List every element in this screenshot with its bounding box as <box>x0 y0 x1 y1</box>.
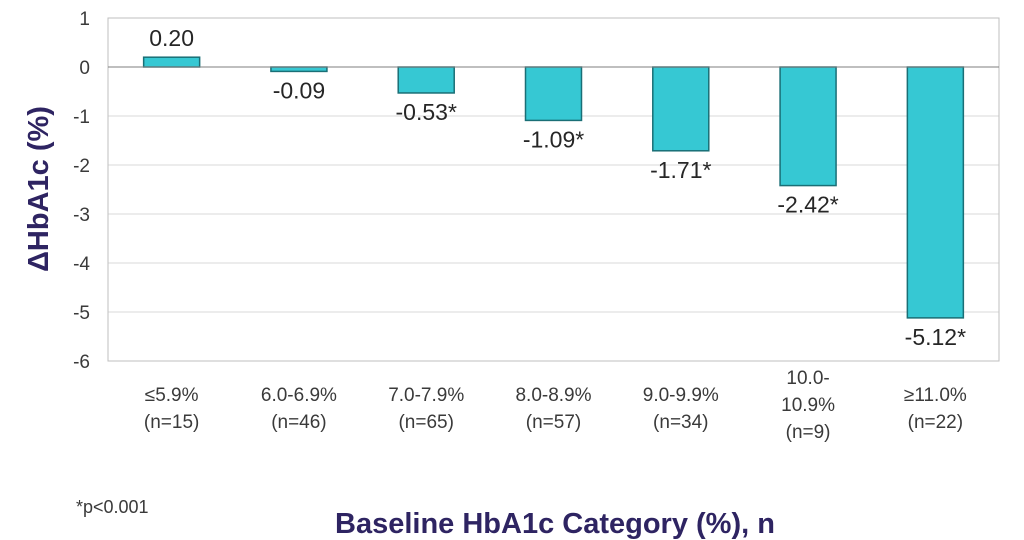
category-label: (n=9) <box>786 422 831 443</box>
category-label: 10.0- <box>786 368 829 389</box>
category-label: (n=34) <box>653 412 708 433</box>
y-tick-label: -6 <box>73 352 90 373</box>
footnote: *p<0.001 <box>76 497 149 517</box>
category-label: (n=65) <box>398 412 453 433</box>
y-axis-ticks: 1 0 -1 -2 -3 -4 -5 -6 <box>73 9 90 373</box>
bar <box>142 56 201 68</box>
y-tick-label: 0 <box>79 58 90 79</box>
y-axis-title: ΔHbA1c (%) <box>23 106 55 272</box>
bar <box>906 66 965 319</box>
bar <box>397 66 455 94</box>
category-label: 10.9% <box>781 395 835 416</box>
y-tick-label: -5 <box>73 303 90 324</box>
bar <box>779 66 837 187</box>
data-label: 0.20 <box>149 25 194 51</box>
data-label: -0.09 <box>273 77 325 103</box>
bars <box>108 56 999 319</box>
category-label: 7.0-7.9% <box>388 385 464 406</box>
category-label: 6.0-6.9% <box>261 385 337 406</box>
data-label: -2.42* <box>777 192 838 218</box>
x-axis-categories: ≤5.9% (n=15) 6.0-6.9% (n=46) 7.0-7.9% (n=65) 8… <box>144 368 967 443</box>
data-label: -1.09* <box>523 126 584 152</box>
data-label: -5.12* <box>905 324 966 350</box>
y-tick-label: -4 <box>73 254 90 275</box>
x-axis-title: Baseline HbA1c Category (%), n <box>335 508 775 540</box>
plot-area-border <box>107 17 1000 362</box>
data-label: -1.71* <box>650 157 711 183</box>
bar <box>524 66 583 122</box>
y-tick-label: -1 <box>73 107 90 128</box>
data-label: -0.53* <box>396 99 457 125</box>
category-label: (n=22) <box>908 412 963 433</box>
y-tick-label: 1 <box>79 9 90 30</box>
category-label: ≤5.9% <box>145 385 199 406</box>
category-label: (n=57) <box>526 412 581 433</box>
bar <box>270 66 328 73</box>
category-label: (n=46) <box>271 412 326 433</box>
y-tick-label: -2 <box>73 156 90 177</box>
category-label: ≥11.0% <box>904 385 967 406</box>
category-label: 8.0-8.9% <box>515 385 591 406</box>
bar <box>652 66 710 152</box>
category-label: 9.0-9.9% <box>643 385 719 406</box>
y-tick-label: -3 <box>73 205 90 226</box>
category-label: (n=15) <box>144 412 199 433</box>
data-labels: 0.20 -0.09 -0.53* -1.09* -1.71* -2.42* -5.12* <box>149 25 966 350</box>
